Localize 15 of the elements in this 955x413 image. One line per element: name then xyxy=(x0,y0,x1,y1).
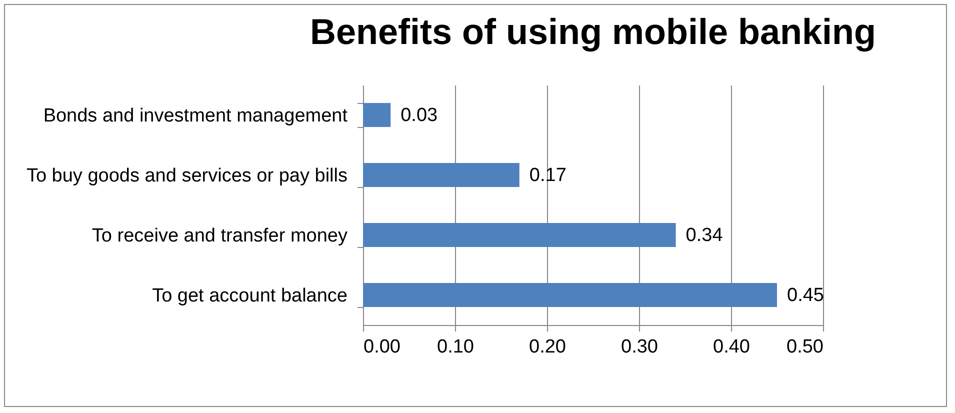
x-tick-label: 0.00 xyxy=(364,336,400,358)
chart-title: Benefits of using mobile banking xyxy=(310,11,876,52)
x-tick-label: 0.30 xyxy=(621,336,658,358)
y-tick-label: To get account balance xyxy=(152,286,348,306)
x-tick-label: 0.20 xyxy=(529,336,566,358)
data-label: 0.34 xyxy=(686,225,724,246)
x-tick-label: 0.10 xyxy=(437,336,474,358)
data-label: 0.45 xyxy=(787,285,824,306)
y-tick-label: To receive and transfer money xyxy=(92,226,348,246)
y-tick-label: To buy goods and services or pay bills xyxy=(26,166,348,186)
data-label: 0.03 xyxy=(400,105,438,126)
x-tick-label: 0.40 xyxy=(713,336,750,358)
x-tick-label: 0.50 xyxy=(786,336,824,358)
data-label: 0.17 xyxy=(529,165,566,186)
y-tick-label: Bonds and investment management xyxy=(43,106,348,126)
